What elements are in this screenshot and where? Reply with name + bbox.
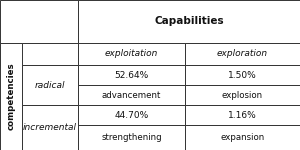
Bar bbox=[185, 65, 300, 85]
Bar bbox=[78, 65, 185, 85]
Bar bbox=[0, 43, 78, 65]
Bar bbox=[0, 43, 22, 150]
Bar bbox=[78, 43, 185, 65]
Bar bbox=[185, 125, 300, 150]
Bar bbox=[78, 105, 185, 125]
Text: 1.50%: 1.50% bbox=[228, 70, 257, 80]
Text: advancement: advancement bbox=[102, 90, 161, 99]
Text: competencies: competencies bbox=[7, 63, 16, 130]
Text: 52.64%: 52.64% bbox=[114, 70, 148, 80]
Bar bbox=[78, 125, 185, 150]
Bar bbox=[185, 43, 300, 65]
Text: incremental: incremental bbox=[23, 123, 77, 132]
Text: 44.70%: 44.70% bbox=[114, 111, 148, 120]
Text: strengthening: strengthening bbox=[101, 133, 162, 142]
Text: Capabilities: Capabilities bbox=[154, 16, 224, 27]
Text: 1.16%: 1.16% bbox=[228, 111, 257, 120]
Text: explosion: explosion bbox=[222, 90, 263, 99]
Bar bbox=[185, 85, 300, 105]
Text: exploitation: exploitation bbox=[105, 50, 158, 58]
Bar bbox=[22, 65, 78, 105]
Bar bbox=[0, 0, 78, 43]
Text: exploration: exploration bbox=[217, 50, 268, 58]
Text: radical: radical bbox=[35, 81, 65, 90]
Text: expansion: expansion bbox=[220, 133, 265, 142]
Bar bbox=[22, 105, 78, 150]
Bar bbox=[78, 85, 185, 105]
Bar bbox=[78, 0, 300, 43]
Bar bbox=[185, 105, 300, 125]
